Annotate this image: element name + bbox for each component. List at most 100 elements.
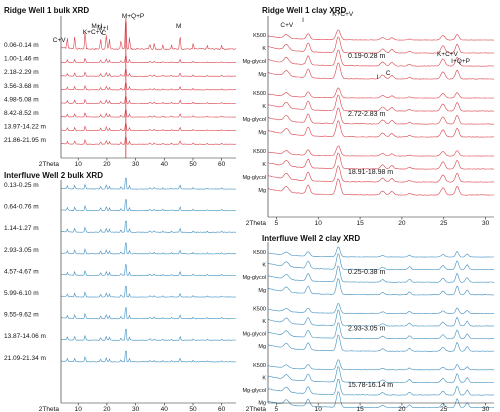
peak-label: C xyxy=(386,70,391,77)
treatment-label: Mg-glycol xyxy=(242,332,266,338)
x-axis-title: 2Theta xyxy=(39,161,60,168)
xrd-trace xyxy=(61,123,237,132)
xrd-trace xyxy=(267,29,495,41)
panel-interfluve-clay: Interfluve Well 2 clay XRD K500 K Mg-glycol… xyxy=(242,234,495,412)
peak-label: K+C+V xyxy=(332,11,354,18)
sample-depth-label: 15.78-16.14 m xyxy=(348,382,393,389)
treatment-label: Mg-glycol xyxy=(242,175,266,181)
treatment-label: Mg xyxy=(258,188,266,194)
panel-title: Interfluve Well 2 bulk XRD xyxy=(4,171,103,180)
xrd-trace xyxy=(267,309,494,327)
treatment-label: K xyxy=(262,46,266,52)
xrd-trace xyxy=(267,94,495,112)
treatment-label: K xyxy=(262,263,266,269)
x-axis: 5 10 15 20 25 30 2Theta xyxy=(246,16,494,227)
treatment-label: Mg-glycol xyxy=(242,59,266,65)
treatment-label: Mg xyxy=(258,344,266,350)
x-axis: 10 20 30 40 50 60 2Theta xyxy=(39,180,236,412)
xrd-trace xyxy=(267,253,495,271)
x-tick-label: 50 xyxy=(189,161,197,168)
xrd-trace xyxy=(60,177,237,190)
sample-depth-label: 5.99-6.10 m xyxy=(4,290,39,297)
sample-depth-label: 0.06-0.14 m xyxy=(4,42,39,49)
panel-title: Ridge Well 1 clay XRD xyxy=(262,6,347,15)
xrd-trace xyxy=(60,350,236,363)
treatment-label: Mg-glycol xyxy=(242,388,266,394)
x-tick-label: 20 xyxy=(103,406,111,412)
peak-label: M xyxy=(176,23,181,30)
x-tick-label: 20 xyxy=(398,220,406,227)
panel-ridge-bulk: Ridge Well 1 bulk XRD 0.06-0.14 m 1.00-1.4… xyxy=(4,6,237,168)
treatment-label: K xyxy=(262,319,266,325)
xrd-trace xyxy=(267,36,495,54)
peak-label: C+V xyxy=(53,37,66,44)
sample-depth-label: 21.09-21.34 m xyxy=(4,355,46,362)
xrd-trace xyxy=(267,145,495,157)
treatment-label: K500 xyxy=(253,363,266,369)
x-axis-title: 2Theta xyxy=(246,406,267,412)
xrd-trace xyxy=(267,49,495,67)
xrd-trace xyxy=(60,328,237,341)
sample-depth-label: 8.42-8.52 m xyxy=(4,110,39,117)
xrd-trace xyxy=(60,82,236,91)
peak-label: I+Q+P xyxy=(451,58,470,65)
x-axis: 5 10 15 20 25 30 2Theta xyxy=(246,242,494,412)
sample-depth-label: 2.72-2.83 m xyxy=(348,111,386,118)
sample-depth-label: 0.13-0.25 m xyxy=(4,182,39,189)
sample-depth-label: 2.93-3.05 m xyxy=(4,247,39,254)
xrd-trace xyxy=(267,107,495,125)
sample-depth-label: 1.14-1.27 m xyxy=(4,225,39,232)
treatment-label: Mg-glycol xyxy=(242,117,266,123)
treatment-label: Mg xyxy=(258,130,266,136)
x-tick-label: 30 xyxy=(482,406,490,412)
x-tick-label: 15 xyxy=(356,406,364,412)
sample-depth-label: 0.64-0.76 m xyxy=(4,204,39,211)
xrd-trace xyxy=(267,366,495,383)
sample-depth-label: 0.25-0.38 m xyxy=(348,269,386,276)
xrd-trace xyxy=(60,306,237,320)
x-tick-label: 25 xyxy=(440,220,448,227)
treatment-label: K500 xyxy=(253,91,266,97)
treatment-label: Mg xyxy=(258,288,266,294)
panel-interfluve-bulk: Interfluve Well 2 bulk XRD 0.13-0.25 m 0.6… xyxy=(4,171,237,412)
xrd-trace xyxy=(267,62,495,80)
x-tick-label: 10 xyxy=(315,406,323,412)
xrd-trace xyxy=(60,109,237,118)
x-tick-label: 20 xyxy=(398,406,406,412)
sample-depth-label: 13.97-14.22 m xyxy=(4,124,46,131)
x-tick-label: 10 xyxy=(315,220,323,227)
treatment-label: K xyxy=(262,162,266,168)
x-tick-label: 5 xyxy=(275,220,279,227)
sample-depth-label: 2.18-2.29 m xyxy=(4,69,39,76)
xrd-trace xyxy=(60,199,237,212)
x-tick-label: 40 xyxy=(161,161,169,168)
treatment-label: K500 xyxy=(253,149,266,155)
xrd-trace xyxy=(267,359,494,371)
xrd-trace xyxy=(60,96,236,104)
x-axis: 10 20 30 40 50 60 2Theta xyxy=(39,16,236,168)
x-tick-label: 40 xyxy=(161,406,169,412)
xrd-trace xyxy=(267,120,495,138)
x-tick-label: 60 xyxy=(218,406,226,412)
peak-label: M+Q+P xyxy=(122,13,144,20)
xrd-trace xyxy=(268,246,495,258)
xrd-trace xyxy=(60,242,236,255)
panel-title: Interfluve Well 2 clay XRD xyxy=(262,234,360,243)
xrd-trace xyxy=(267,378,495,396)
treatment-label: K500 xyxy=(253,250,266,256)
x-tick-label: 30 xyxy=(132,161,140,168)
peak-label: I xyxy=(377,74,379,81)
xrd-trace xyxy=(267,322,495,340)
xrd-trace xyxy=(60,69,237,77)
xrd-trace xyxy=(267,165,494,183)
peak-label: M+I xyxy=(91,23,102,30)
sample-depth-label: 13.87-14.06 m xyxy=(4,333,46,340)
peak-label: K+C+V xyxy=(83,29,105,36)
peak-label: K+C+V xyxy=(437,51,459,58)
treatment-label: K500 xyxy=(253,33,266,39)
xrd-trace xyxy=(60,21,237,50)
x-tick-label: 10 xyxy=(75,161,83,168)
sample-depth-label: 1.00-1.46 m xyxy=(4,56,39,63)
xrd-trace xyxy=(61,264,237,276)
